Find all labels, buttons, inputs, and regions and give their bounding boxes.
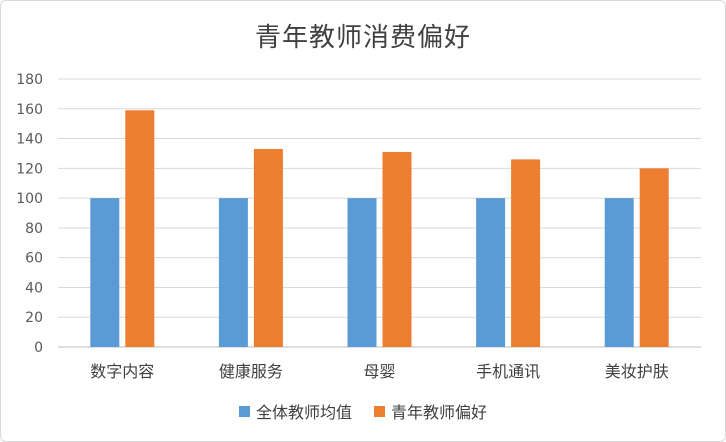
x-tick-label: 数字内容 — [90, 362, 154, 381]
y-tick-label: 180 — [16, 72, 43, 88]
bar-series-1 — [604, 198, 634, 347]
bar-series-2 — [639, 168, 669, 347]
legend-label-series-1: 全体教师均值 — [255, 403, 352, 422]
bar-series-2 — [125, 110, 155, 348]
y-tick-label: 20 — [25, 310, 43, 326]
chart-legend: 全体教师均值 青年教师偏好 — [1, 399, 725, 423]
legend-label-series-2: 青年教师偏好 — [391, 403, 488, 422]
bar-series-1 — [476, 198, 506, 347]
bar-series-1 — [218, 198, 248, 347]
y-tick-label: 100 — [16, 191, 43, 207]
y-tick-label: 0 — [34, 340, 43, 356]
bar-series-1 — [347, 198, 377, 347]
chart-title: 青年教师消费偏好 — [254, 23, 471, 53]
legend-item-series-1: 全体教师均值 — [238, 399, 352, 423]
bar-series-2 — [253, 148, 283, 347]
legend-item-series-2: 青年教师偏好 — [374, 399, 487, 423]
y-tick-label: 120 — [16, 161, 43, 177]
x-tick-label: 健康服务 — [219, 362, 283, 381]
y-tick-label: 80 — [25, 221, 43, 237]
x-tick-label: 母婴 — [363, 362, 395, 381]
legend-swatch-series-1 — [238, 405, 250, 417]
y-tick-label: 60 — [25, 251, 43, 267]
y-tick-label: 40 — [25, 280, 43, 296]
legend-swatch-series-2 — [374, 405, 385, 417]
y-tick-label: 140 — [16, 132, 43, 148]
bar-series-2 — [382, 151, 412, 347]
bar-series-1 — [90, 198, 120, 347]
x-tick-label: 美妆护肤 — [605, 362, 669, 381]
y-tick-label: 160 — [16, 102, 43, 118]
bar-series-2 — [511, 159, 541, 347]
x-tick-label: 手机通讯 — [476, 362, 540, 381]
